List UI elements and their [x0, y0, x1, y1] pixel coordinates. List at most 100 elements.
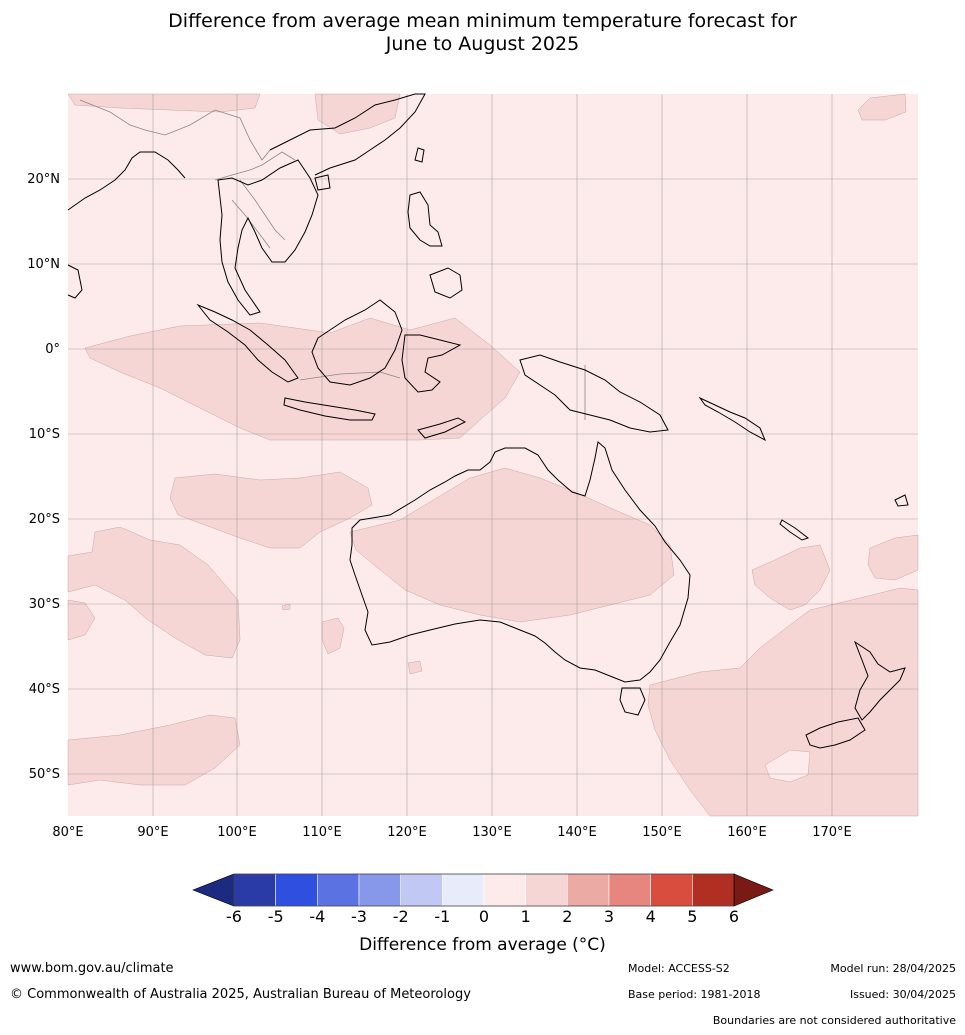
region-tasman-east — [647, 587, 919, 817]
coast-indochina — [217, 159, 319, 316]
lon-label: 170°E — [812, 825, 852, 840]
coast-tasmania — [619, 687, 646, 716]
colorbar-tick: 2 — [562, 907, 572, 926]
colorbar-label: Difference from average (°C) — [359, 935, 606, 955]
colorbar-tick: -6 — [226, 907, 242, 926]
coast-hainan — [314, 174, 331, 191]
chart-title: Difference from average mean minimum tem… — [0, 10, 965, 56]
issued-text: Issued: 30/04/2025 — [849, 988, 956, 1001]
country-borders — [79, 99, 586, 420]
coast-new-zealand-north — [853, 640, 906, 721]
colorbar-swatch — [608, 873, 651, 907]
coast-australia — [349, 441, 691, 683]
lon-label: 150°E — [642, 825, 682, 840]
colorbar-swatch — [275, 873, 318, 907]
region-north-bay — [67, 93, 261, 113]
lon-label: 130°E — [472, 825, 512, 840]
region-australia — [349, 467, 675, 623]
coast-philippines-mindanao — [429, 267, 463, 299]
colorbar-swatch — [525, 873, 568, 907]
lat-label: 10°S — [29, 427, 60, 442]
gridlines — [68, 94, 918, 816]
colorbar-tick: 6 — [729, 907, 739, 926]
colorbar-tick: -5 — [268, 907, 284, 926]
lat-label: 40°S — [29, 682, 60, 697]
lon-label: 100°E — [217, 825, 257, 840]
coast-sri-lanka — [67, 264, 83, 299]
coast-taiwan — [414, 147, 425, 163]
title-line-1: Difference from average mean minimum tem… — [168, 10, 797, 32]
lat-label: 30°S — [29, 597, 60, 612]
colorbar-tick: 1 — [521, 907, 531, 926]
disclaimer-text: Boundaries are not considered authoritat… — [712, 1014, 956, 1027]
coast-timor — [417, 417, 467, 439]
model-text: Model: ACCESS-S2 — [628, 962, 730, 975]
coast-sulawesi — [401, 334, 462, 393]
colorbar-swatch — [317, 873, 360, 907]
colorbar-swatch — [692, 873, 735, 907]
colorbar-swatch — [650, 873, 693, 907]
website-text: www.bom.gov.au/climate — [10, 961, 174, 976]
coast-new-caledonia — [779, 519, 810, 541]
coast-sumatra — [196, 303, 299, 383]
lon-label: 160°E — [727, 825, 767, 840]
colorbar-swatch — [358, 873, 401, 907]
lat-label: 0° — [45, 342, 60, 357]
lat-label: 50°S — [29, 767, 60, 782]
region-east-pacific — [867, 534, 919, 581]
lon-label: 110°E — [302, 825, 342, 840]
colorbar-swatch — [233, 873, 276, 907]
coast-new-guinea — [519, 354, 669, 433]
colorbar-swatch — [483, 873, 526, 907]
colorbar-swatch — [567, 873, 610, 907]
region-small-2 — [407, 660, 423, 675]
lat-label: 20°N — [27, 172, 60, 187]
colorbar-tick: 5 — [687, 907, 697, 926]
region-south-indian — [67, 714, 241, 786]
coast-borneo — [311, 299, 403, 386]
colorbar-tick: -2 — [393, 907, 409, 926]
axis-labels: 20°N 10°N 0° 10°S 20°S 30°S 40°S 50°S 80… — [27, 172, 852, 840]
colorbar-frame — [233, 873, 735, 907]
colorbar-ticks: -6 -5 -4 -3 -2 -1 0 1 2 3 4 5 6 — [226, 907, 739, 926]
lat-label: 20°S — [29, 512, 60, 527]
lon-label: 90°E — [137, 825, 168, 840]
colorbar-swatch — [400, 873, 443, 907]
coast-new-zealand-south — [805, 717, 866, 749]
colorbar-tick: 0 — [479, 907, 489, 926]
colorbar-tick: -3 — [351, 907, 367, 926]
region-west-edge — [67, 599, 96, 641]
coast-china — [269, 93, 426, 176]
anomaly-regions — [67, 93, 919, 817]
colorbar-tick: 4 — [646, 907, 656, 926]
colorbar-swatch — [442, 873, 485, 907]
base-period-text: Base period: 1981-2018 — [628, 988, 761, 1001]
model-run-text: Model run: 28/04/2025 — [830, 962, 956, 975]
colorbar-tick: -4 — [309, 907, 325, 926]
region-small-3 — [281, 603, 291, 611]
colorbar-tick: 3 — [604, 907, 614, 926]
copyright-text: © Commonwealth of Australia 2025, Austra… — [10, 987, 471, 1002]
lon-label: 140°E — [557, 825, 597, 840]
coast-philippines-luzon — [407, 191, 443, 247]
colorbar-extend-low — [192, 873, 235, 907]
coast-java — [283, 397, 376, 421]
region-new-caledonia — [751, 544, 831, 611]
colorbar-extend-high — [733, 873, 774, 907]
colorbar-tick: -1 — [434, 907, 450, 926]
region-equatorial-indian — [84, 317, 521, 441]
title-line-2: June to August 2025 — [385, 33, 580, 55]
coastlines — [67, 93, 909, 749]
region-pacific-north — [857, 93, 907, 121]
region-central-indian — [169, 471, 373, 549]
coast-india — [67, 151, 186, 211]
colorbar-swatches — [192, 873, 774, 907]
lon-label: 80°E — [52, 825, 83, 840]
lat-label: 10°N — [27, 257, 60, 272]
coast-solomons — [698, 396, 766, 442]
region-southwest-indian — [67, 526, 241, 659]
lon-label: 120°E — [387, 825, 427, 840]
coast-fiji — [894, 494, 909, 507]
